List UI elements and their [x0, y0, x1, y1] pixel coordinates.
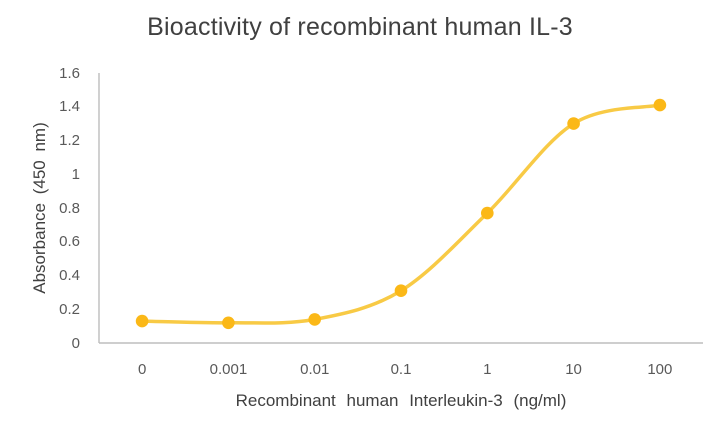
- x-axis-title: Recombinant human Interleukin-3 (ng/ml): [235, 391, 567, 410]
- y-tick-label: 0.8: [59, 199, 80, 217]
- x-tick-label: 0.1: [390, 361, 412, 378]
- y-tick-label: 1.4: [59, 98, 80, 116]
- data-point-marker: [653, 98, 667, 112]
- y-tick-label: 0.6: [59, 233, 80, 251]
- data-point-marker: [394, 284, 408, 298]
- data-point-marker: [481, 206, 494, 220]
- x-tick-label: 10: [565, 361, 582, 378]
- x-tick-label: 0: [137, 361, 147, 378]
- y-tick-label: 1.6: [59, 64, 80, 82]
- data-point-marker: [567, 117, 580, 130]
- y-tick-label: 0.4: [59, 267, 80, 284]
- y-tick-label: 1: [71, 165, 80, 183]
- y-tick-label: 1.2: [59, 132, 80, 149]
- y-tick-label: 0: [71, 334, 80, 352]
- x-tick-label: 0.001: [209, 361, 248, 378]
- data-point-marker: [135, 314, 149, 328]
- x-tick-label: 1: [483, 361, 492, 378]
- x-tick-label: 0.01: [300, 361, 330, 378]
- y-tick-label: 0.2: [59, 300, 80, 318]
- data-point-marker: [308, 313, 322, 326]
- x-tick-label: 100: [647, 361, 673, 378]
- data-point-marker: [222, 316, 235, 330]
- chart-title: Bioactivity of recombinant human IL-3: [147, 13, 573, 41]
